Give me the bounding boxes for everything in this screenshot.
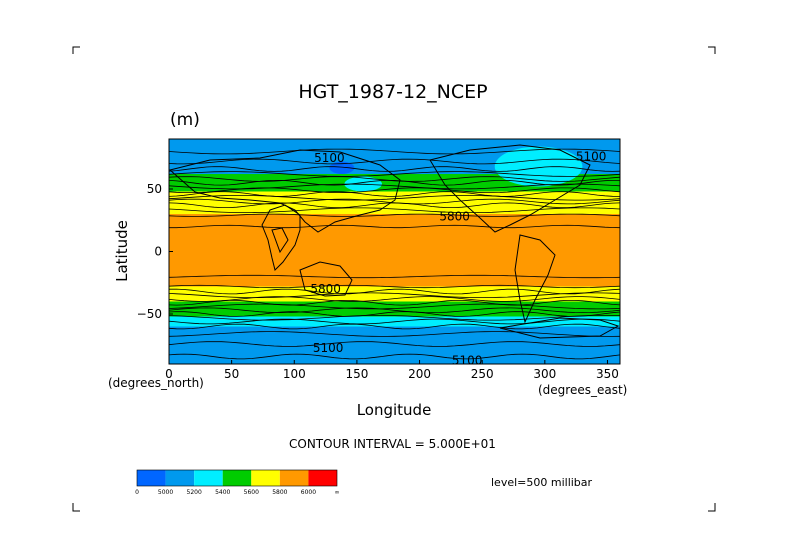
corner-marks [72, 46, 716, 512]
filled-band-1 [169, 164, 620, 174]
colorbar-tick-label: 6000 [301, 489, 316, 496]
colorbar-tick-label: 5400 [215, 489, 230, 496]
india-outline [271, 227, 289, 254]
contour-line [168, 207, 621, 213]
y-axis-ticks: 50 0 −50 [137, 182, 173, 321]
eurasia-outline [168, 149, 401, 233]
corner-mark-bottom-left [72, 503, 80, 512]
colorbar-swatch [137, 470, 166, 486]
x-tick-label: 250 [471, 367, 494, 381]
continent-outlines [168, 144, 620, 339]
contour-label: 5800 [310, 282, 341, 296]
contour-label: 5800 [439, 210, 470, 224]
contour-line [168, 213, 621, 217]
filled-contour-patches [329, 146, 583, 192]
x-tick-label: 100 [283, 367, 306, 381]
level-note: level=500 millibar [491, 476, 593, 489]
contour-line [168, 353, 621, 360]
contour-line [168, 341, 621, 347]
colorbar-swatch [222, 470, 252, 486]
colorbar-tick-label: 5000 [158, 489, 173, 496]
colorbar-swatch [251, 470, 280, 486]
contour-line [168, 296, 621, 302]
contour-label: 5100 [576, 150, 607, 164]
contour-label: 5100 [314, 151, 345, 165]
filled-band-7 [169, 301, 620, 317]
y-tick-label: 0 [154, 245, 162, 259]
contour-interval-note: CONTOUR INTERVAL = 5.000E+01 [289, 437, 496, 451]
antarctica-outline [499, 317, 620, 339]
x-tick-label: 50 [224, 367, 239, 381]
contour-line [168, 331, 621, 337]
colorbar-tick-label: 5600 [244, 489, 259, 496]
chart-title: HGT_1987-12_NCEP [298, 81, 487, 103]
contour-line [169, 224, 621, 229]
y-tick-label: 50 [147, 182, 162, 196]
contour-line [168, 303, 621, 310]
x-tick-label: 150 [345, 367, 368, 381]
australia-outline [299, 261, 353, 297]
plot-area: 5100 5100 5800 5800 5100 5100 [168, 138, 621, 368]
contour-line [168, 166, 621, 172]
contour-line [168, 323, 621, 330]
colorbar-swatch [279, 470, 309, 486]
filled-band-3 [169, 191, 620, 204]
south-america-outline [514, 234, 556, 324]
x-tick-label: 300 [533, 367, 556, 381]
contour-label: 5100 [452, 353, 483, 367]
contour-line [168, 318, 621, 325]
contour-lines [168, 148, 621, 360]
units-label: (m) [170, 110, 200, 130]
y-tick-label: −50 [137, 307, 162, 321]
x-tick-label: 0 [165, 367, 173, 381]
contour-label: 5100 [313, 341, 344, 355]
corner-mark-top-left [72, 46, 80, 54]
y-units-label: (degrees_north) [108, 376, 204, 390]
colorbar: 0 5000 5200 5400 5600 5800 6000 ∞ [135, 469, 340, 496]
contour-line [168, 300, 621, 306]
corner-mark-bottom-right [708, 503, 716, 512]
x-axis-label: Longitude [357, 401, 432, 419]
contour-line [168, 191, 621, 197]
contour-line [168, 311, 621, 317]
x-axis-ticks: 0 50 100 150 200 250 300 350 [165, 360, 619, 381]
contour-line [168, 292, 621, 298]
colorbar-tick-label: ∞ [335, 489, 340, 496]
contour-line [168, 158, 621, 165]
colorbar-tick-label: 5200 [187, 489, 202, 496]
colorbar-swatch [165, 470, 195, 486]
y-axis-label: Latitude [113, 220, 131, 282]
contour-line [168, 148, 621, 155]
corner-mark-top-right [708, 46, 716, 54]
filled-band-9 [169, 326, 620, 364]
colorbar-tick-label: 5800 [272, 489, 287, 496]
filled-patch-2 [329, 161, 355, 174]
x-units-label: (degrees_east) [538, 383, 627, 397]
contour-line [168, 315, 621, 321]
contour-line [168, 288, 621, 295]
contour-line [168, 307, 621, 314]
filled-band-6 [169, 286, 620, 302]
north-america-outline [429, 144, 591, 233]
colorbar-frame [136, 469, 338, 487]
colorbar-swatch [194, 470, 223, 486]
contour-line [168, 284, 621, 289]
colorbar-swatch [308, 470, 337, 486]
contour-labels: 5100 5100 5800 5800 5100 5100 [310, 150, 606, 368]
colorbar-tick-label: 0 [135, 489, 139, 496]
contour-line [168, 274, 621, 279]
x-tick-label: 350 [596, 367, 619, 381]
x-tick-label: 200 [408, 367, 431, 381]
africa-outline [261, 204, 301, 271]
contour-line [168, 171, 621, 177]
contour-line [168, 187, 621, 193]
contour-line [168, 195, 621, 201]
